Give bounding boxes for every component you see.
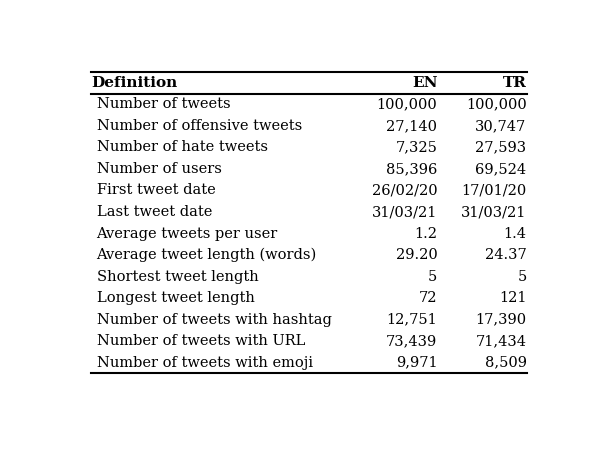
Text: Number of tweets with hashtag: Number of tweets with hashtag <box>96 313 331 327</box>
Text: 85,396: 85,396 <box>386 162 437 176</box>
Text: Number of tweets: Number of tweets <box>96 97 230 111</box>
Text: 27,140: 27,140 <box>386 119 437 133</box>
Text: 121: 121 <box>499 291 527 305</box>
Text: 5: 5 <box>517 270 527 284</box>
Text: 72: 72 <box>419 291 437 305</box>
Text: Number of tweets with URL: Number of tweets with URL <box>96 334 305 348</box>
Text: Average tweets per user: Average tweets per user <box>96 226 278 240</box>
Text: Definition: Definition <box>91 76 177 90</box>
Text: 24.37: 24.37 <box>485 248 527 262</box>
Text: EN: EN <box>412 76 437 90</box>
Text: Number of offensive tweets: Number of offensive tweets <box>96 119 302 133</box>
Text: Number of users: Number of users <box>96 162 221 176</box>
Text: Average tweet length (words): Average tweet length (words) <box>96 248 317 262</box>
Text: 27,593: 27,593 <box>475 140 527 154</box>
Text: Shortest tweet length: Shortest tweet length <box>96 270 258 284</box>
Text: Last tweet date: Last tweet date <box>96 205 212 219</box>
Text: 17,390: 17,390 <box>475 313 527 327</box>
Text: 26/02/20: 26/02/20 <box>372 184 437 198</box>
Text: 1.2: 1.2 <box>414 226 437 240</box>
Text: 31/03/21: 31/03/21 <box>461 205 527 219</box>
Text: 29.20: 29.20 <box>395 248 437 262</box>
Text: 17/01/20: 17/01/20 <box>462 184 527 198</box>
Text: 73,439: 73,439 <box>386 334 437 348</box>
Text: 9,971: 9,971 <box>396 356 437 370</box>
Text: 7,325: 7,325 <box>395 140 437 154</box>
Text: 12,751: 12,751 <box>386 313 437 327</box>
Text: Number of hate tweets: Number of hate tweets <box>96 140 267 154</box>
Text: Longest tweet length: Longest tweet length <box>96 291 254 305</box>
Text: 100,000: 100,000 <box>377 97 437 111</box>
Text: 5: 5 <box>428 270 437 284</box>
Text: 1.4: 1.4 <box>504 226 527 240</box>
Text: 8,509: 8,509 <box>484 356 527 370</box>
Text: TR: TR <box>503 76 527 90</box>
Text: 71,434: 71,434 <box>475 334 527 348</box>
Text: 69,524: 69,524 <box>475 162 527 176</box>
Text: First tweet date: First tweet date <box>96 184 215 198</box>
Text: 31/03/21: 31/03/21 <box>372 205 437 219</box>
Text: 30,747: 30,747 <box>475 119 527 133</box>
Text: 100,000: 100,000 <box>466 97 527 111</box>
Text: Number of tweets with emoji: Number of tweets with emoji <box>96 356 313 370</box>
